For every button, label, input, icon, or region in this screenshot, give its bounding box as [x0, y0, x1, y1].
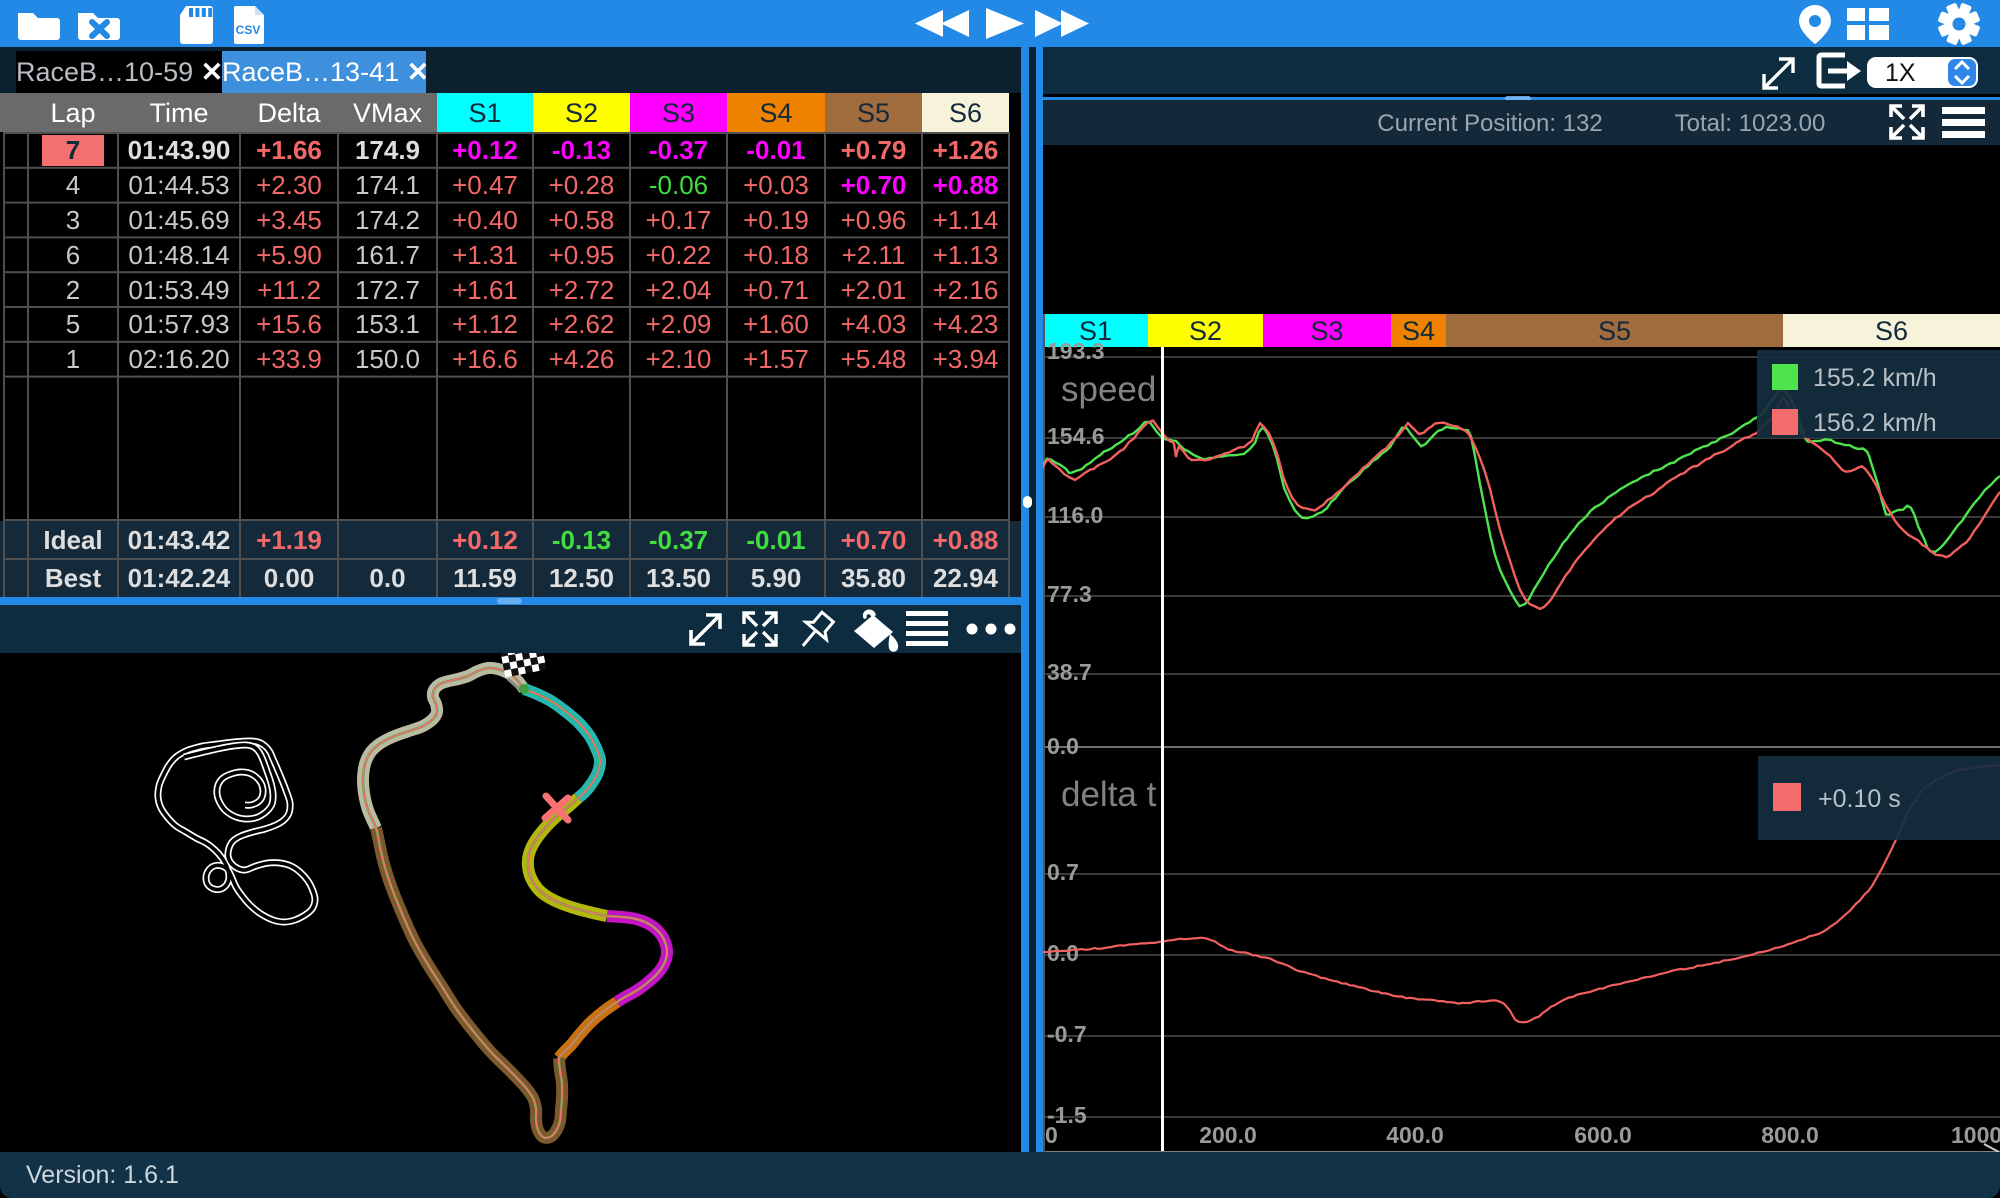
svg-text:S4: S4	[1402, 316, 1435, 346]
svg-text:155.2 km/h: 155.2 km/h	[1813, 364, 1937, 392]
svg-text:193.3: 193.3	[1047, 338, 1105, 364]
svg-text:S1: S1	[1079, 316, 1112, 346]
svg-text:Current Position: 132: Current Position: 132	[1377, 110, 1602, 137]
svg-text:400.0: 400.0	[1386, 1122, 1444, 1148]
svg-text:0.7: 0.7	[1047, 859, 1079, 885]
svg-text:S6: S6	[1875, 316, 1908, 346]
svg-text:S2: S2	[1189, 316, 1222, 346]
svg-text:CSV: CSV	[236, 23, 261, 37]
svg-text:-1.5: -1.5	[1047, 1102, 1087, 1128]
svg-text:0.0: 0.0	[1047, 733, 1079, 759]
svg-text:154.6: 154.6	[1047, 423, 1105, 449]
svg-text:speed: speed	[1061, 370, 1156, 409]
svg-text:1X: 1X	[1885, 59, 1916, 87]
svg-text:156.2 km/h: 156.2 km/h	[1813, 409, 1937, 437]
svg-text:delta t: delta t	[1061, 775, 1157, 814]
svg-text:600.0: 600.0	[1574, 1122, 1632, 1148]
svg-text:-0.7: -0.7	[1047, 1021, 1087, 1047]
svg-text:1000.0: 1000.0	[1951, 1122, 2000, 1148]
svg-text:38.7: 38.7	[1047, 659, 1092, 685]
svg-text:0: 0	[1045, 1122, 1058, 1148]
svg-text:77.3: 77.3	[1047, 581, 1092, 607]
svg-text:S3: S3	[1310, 316, 1343, 346]
svg-text:200.0: 200.0	[1199, 1122, 1257, 1148]
svg-text:S5: S5	[1598, 316, 1631, 346]
svg-text:Total: 1023.00: Total: 1023.00	[1675, 110, 1826, 137]
svg-text:+0.10 s: +0.10 s	[1818, 785, 1901, 813]
svg-text:0.0: 0.0	[1047, 940, 1079, 966]
svg-text:116.0: 116.0	[1047, 502, 1103, 528]
svg-text:800.0: 800.0	[1761, 1122, 1819, 1148]
